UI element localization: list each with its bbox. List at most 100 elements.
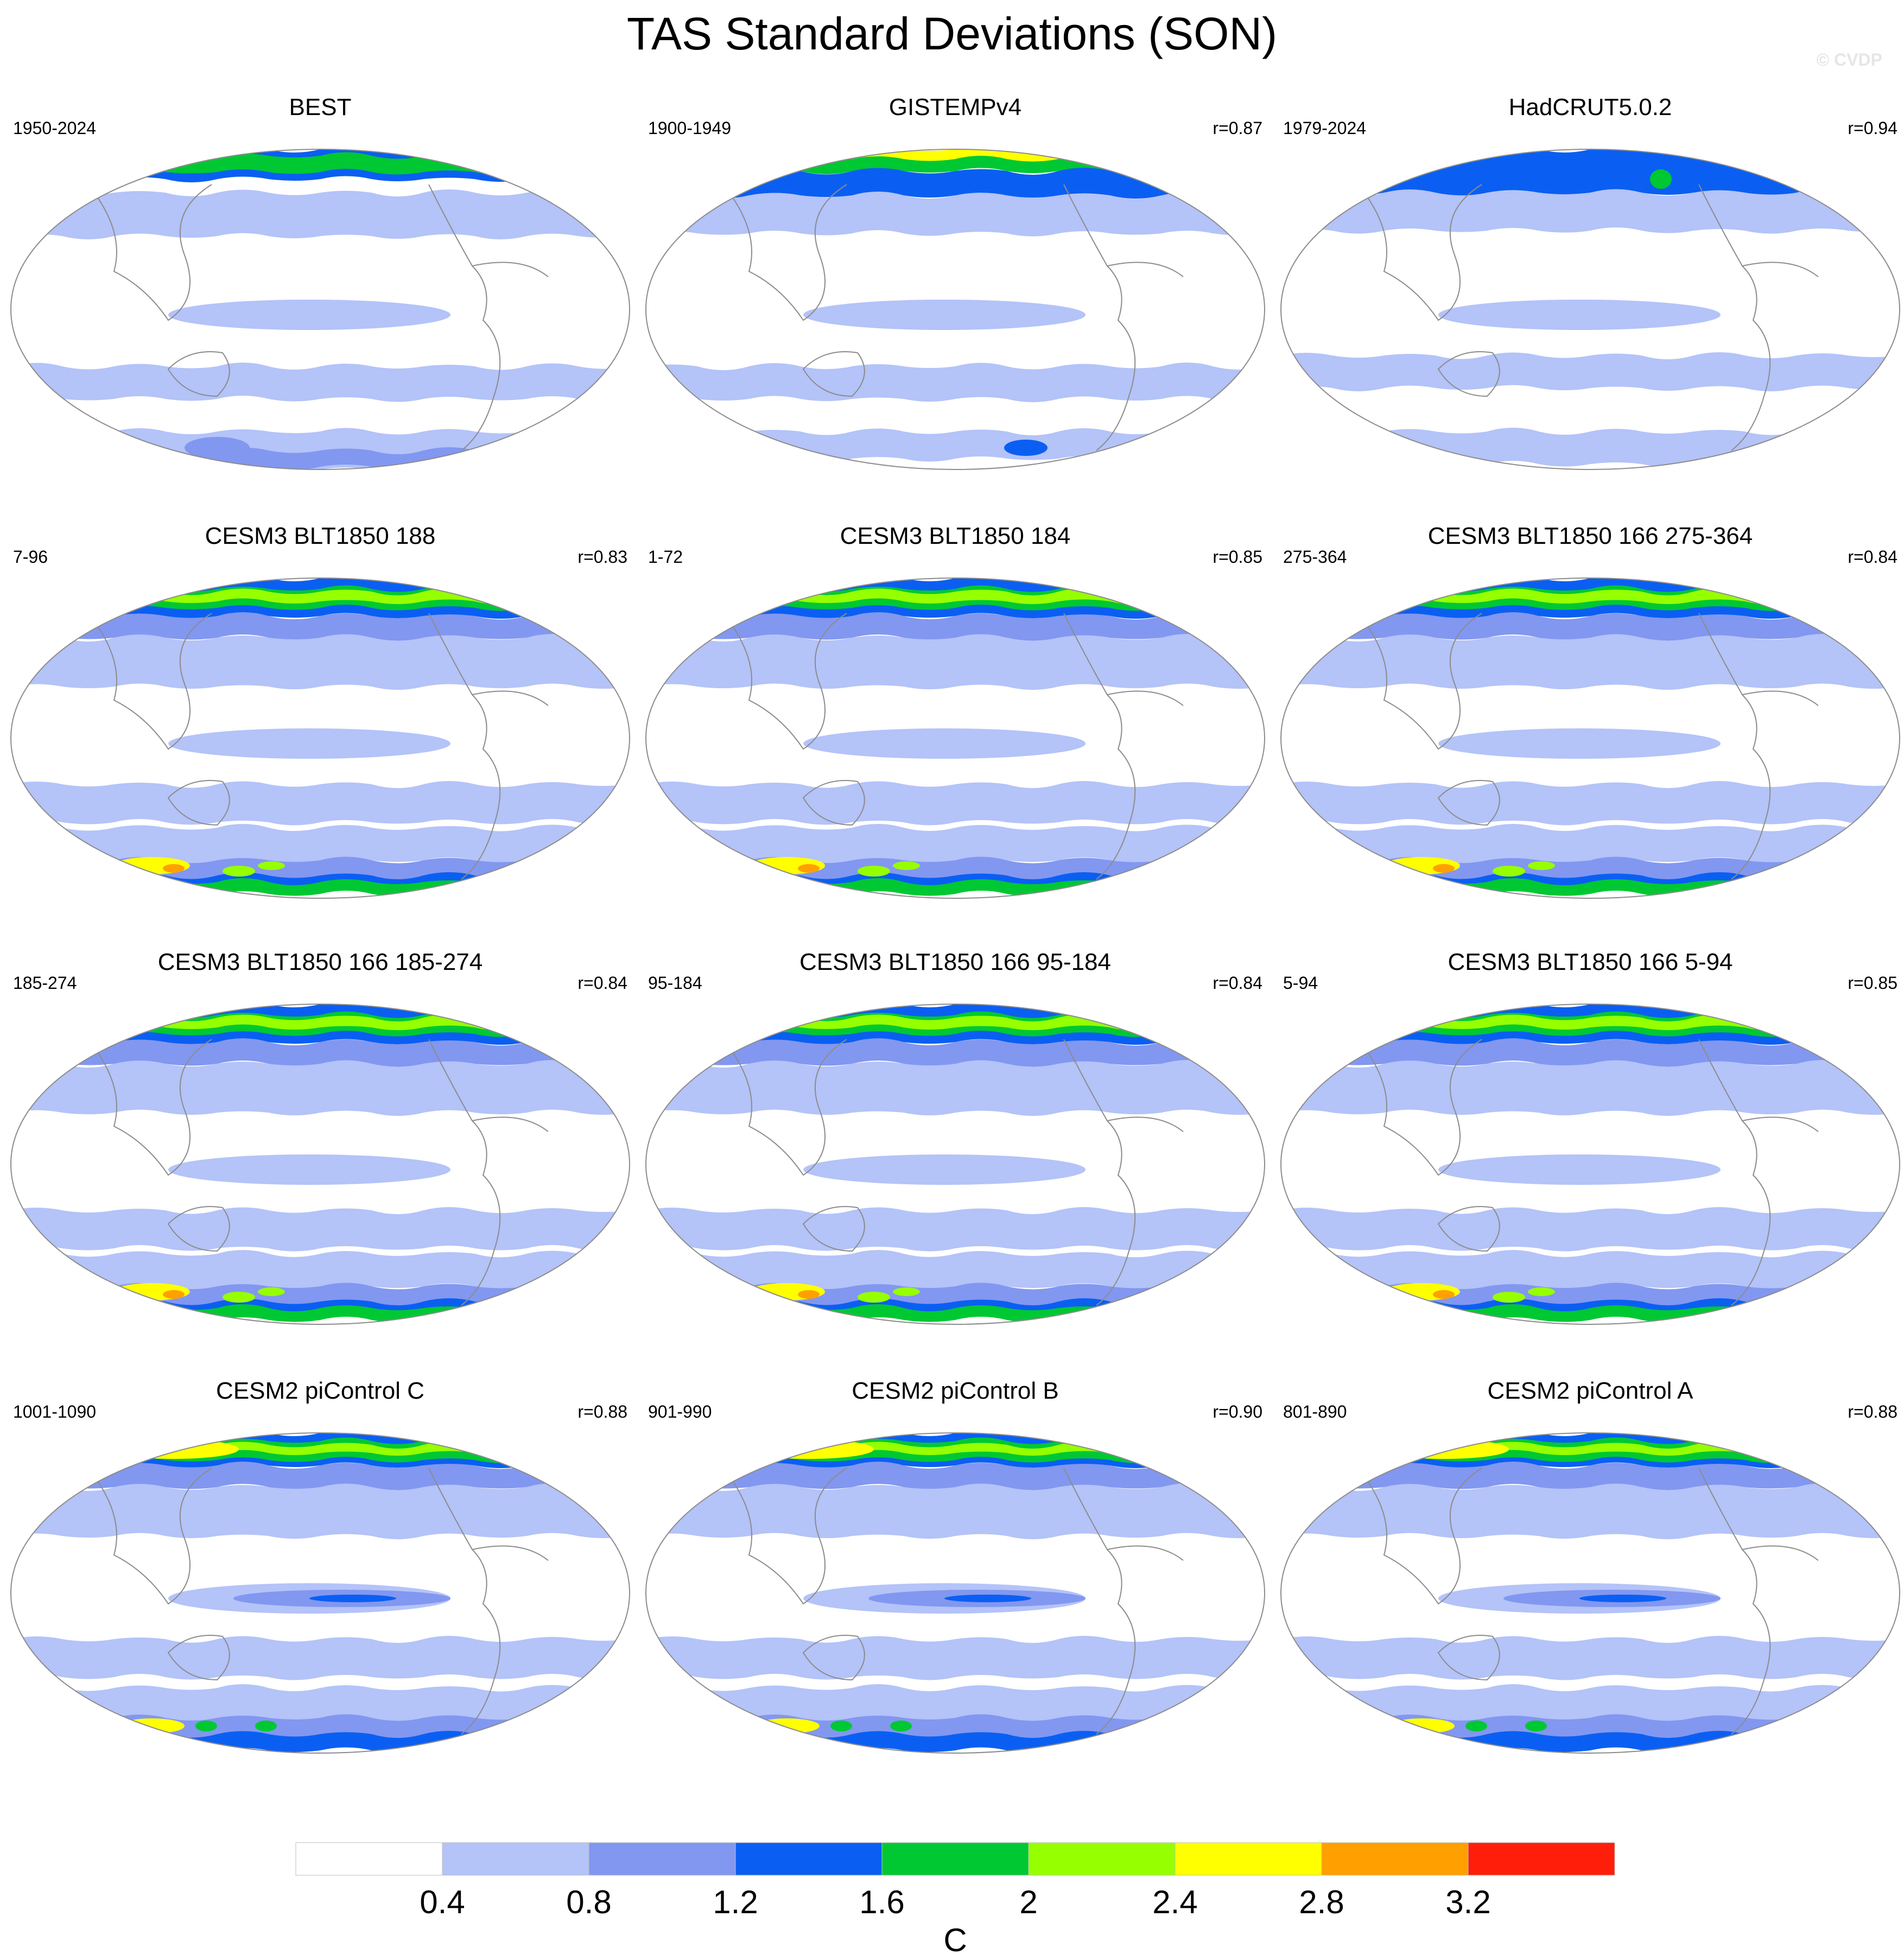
map-outline (1280, 1004, 1900, 1325)
panel-title: CESM3 BLT1850 166 5-94 (1448, 949, 1733, 975)
panel-title: CESM3 BLT1850 188 (205, 523, 436, 549)
coastline (1063, 1468, 1136, 1735)
coastline (1107, 690, 1184, 706)
map-panel: CESM3 BLT1850 184 1-72 r=0.85 (640, 521, 1270, 950)
variability-band (646, 1684, 1265, 1724)
variability-hotspot (1004, 440, 1048, 456)
pacific-tongue (168, 1154, 450, 1185)
panel-years-label: 7-96 (13, 547, 48, 567)
variability-hotspot (49, 1006, 92, 1019)
variability-band (1281, 1038, 1900, 1067)
map-outline (645, 1004, 1265, 1325)
map-svg (10, 1432, 630, 1754)
panel-correlation-label: r=0.88 (577, 1402, 627, 1421)
panel-years-label: 1-72 (648, 547, 683, 567)
map-outline (645, 149, 1265, 470)
colorbar-tick-label: 1.6 (859, 1884, 904, 1920)
variability-band (646, 824, 1265, 864)
coastline (92, 613, 212, 750)
map-panel: CESM3 BLT1850 188 7-96 r=0.83 (5, 521, 635, 950)
map-svg (645, 1432, 1265, 1754)
variability-band (11, 1731, 630, 1753)
coastline (727, 1468, 847, 1605)
map-panel: CESM2 piControl A 801-890 r=0.88 (1275, 1376, 1904, 1805)
pacific-tongue (1438, 300, 1721, 330)
variability-band (1281, 1207, 1900, 1252)
panel-title: CESM2 piControl A (1487, 1378, 1693, 1404)
variability-hotspot (1319, 1006, 1362, 1019)
coastline (472, 1545, 549, 1561)
panel-years-label: 1979-2024 (1283, 118, 1367, 138)
panel-title: HadCRUT5.0.2 (1508, 94, 1672, 120)
colorbar-swatch (588, 1842, 736, 1876)
map-outline (10, 1004, 630, 1325)
variability-band (1281, 1483, 1900, 1539)
coastline (802, 351, 865, 397)
variability-band (11, 189, 630, 239)
panel-correlation-label: r=0.84 (1848, 547, 1897, 567)
pacific-tongue (803, 300, 1086, 330)
panel-years-label: 901-990 (648, 1402, 712, 1421)
variability-band (1281, 352, 1900, 391)
panel-correlation-label: r=0.88 (1848, 1402, 1897, 1421)
variability-band (11, 447, 630, 469)
map-panel: CESM3 BLT1850 166 95-184 95-184 r=0.84 (640, 947, 1270, 1376)
variability-hotspot (1389, 1718, 1455, 1734)
coastline (727, 613, 847, 750)
map-svg (1280, 149, 1900, 470)
coastline (1698, 184, 1771, 451)
coastline (1698, 1468, 1771, 1735)
pacific-tongue (803, 728, 1086, 759)
coastline (472, 1116, 549, 1132)
map-outline (1280, 149, 1900, 470)
coastline (802, 780, 865, 826)
map-svg (645, 577, 1265, 899)
colorbar-tick-label: 3.2 (1445, 1884, 1490, 1920)
colorbar-tick-label: 2.8 (1299, 1884, 1344, 1920)
coastline (1362, 184, 1482, 321)
coastline (167, 351, 230, 397)
coastline (167, 1635, 230, 1681)
panel-years-label: 185-274 (13, 973, 77, 993)
variability-band (1281, 1250, 1900, 1290)
variability-hotspot (893, 861, 920, 870)
map-field (646, 1004, 1265, 1324)
coastline (1698, 1039, 1771, 1306)
variability-band (1281, 189, 1900, 234)
colorbar-tick-label: 2.4 (1152, 1884, 1197, 1920)
map-field (646, 578, 1265, 898)
panel-correlation-label: r=0.83 (577, 547, 627, 567)
coastline (167, 1206, 230, 1252)
variability-hotspot (830, 1721, 852, 1731)
colorbar-swatch (881, 1842, 1029, 1876)
map-outline (645, 1432, 1265, 1754)
variability-hotspot (798, 864, 820, 873)
colorbar-swatch (1028, 1842, 1176, 1876)
map-svg (10, 149, 630, 470)
variability-band (1281, 1684, 1900, 1724)
variability-hotspot (1528, 1287, 1555, 1296)
coastline (1362, 1468, 1482, 1605)
panel-title: CESM2 piControl B (852, 1378, 1059, 1404)
panel-years-label: 1001-1090 (13, 1402, 97, 1421)
variability-hotspot (195, 1721, 217, 1731)
variability-band (11, 612, 630, 641)
variability-band (11, 1483, 630, 1539)
variability-band (11, 781, 630, 826)
panel-correlation-label: r=0.85 (1213, 547, 1262, 567)
variability-band (646, 781, 1265, 826)
variability-band (646, 1038, 1265, 1067)
variability-hotspot (1433, 1290, 1455, 1299)
variability-hotspot (1650, 169, 1672, 189)
map-field (1281, 149, 1900, 469)
variability-hotspot (684, 1006, 727, 1019)
coastline (1742, 262, 1819, 277)
map-field (1281, 1004, 1900, 1324)
map-panel: CESM3 BLT1850 166 275-364 275-364 r=0.84 (1275, 521, 1904, 950)
variability-hotspot (1528, 861, 1555, 870)
coastline (1437, 780, 1500, 826)
map-panel: CESM2 piControl C 1001-1090 r=0.88 (5, 1376, 635, 1805)
variability-band (1281, 1636, 1900, 1680)
coastline (428, 1468, 501, 1735)
variability-band (11, 1462, 630, 1490)
